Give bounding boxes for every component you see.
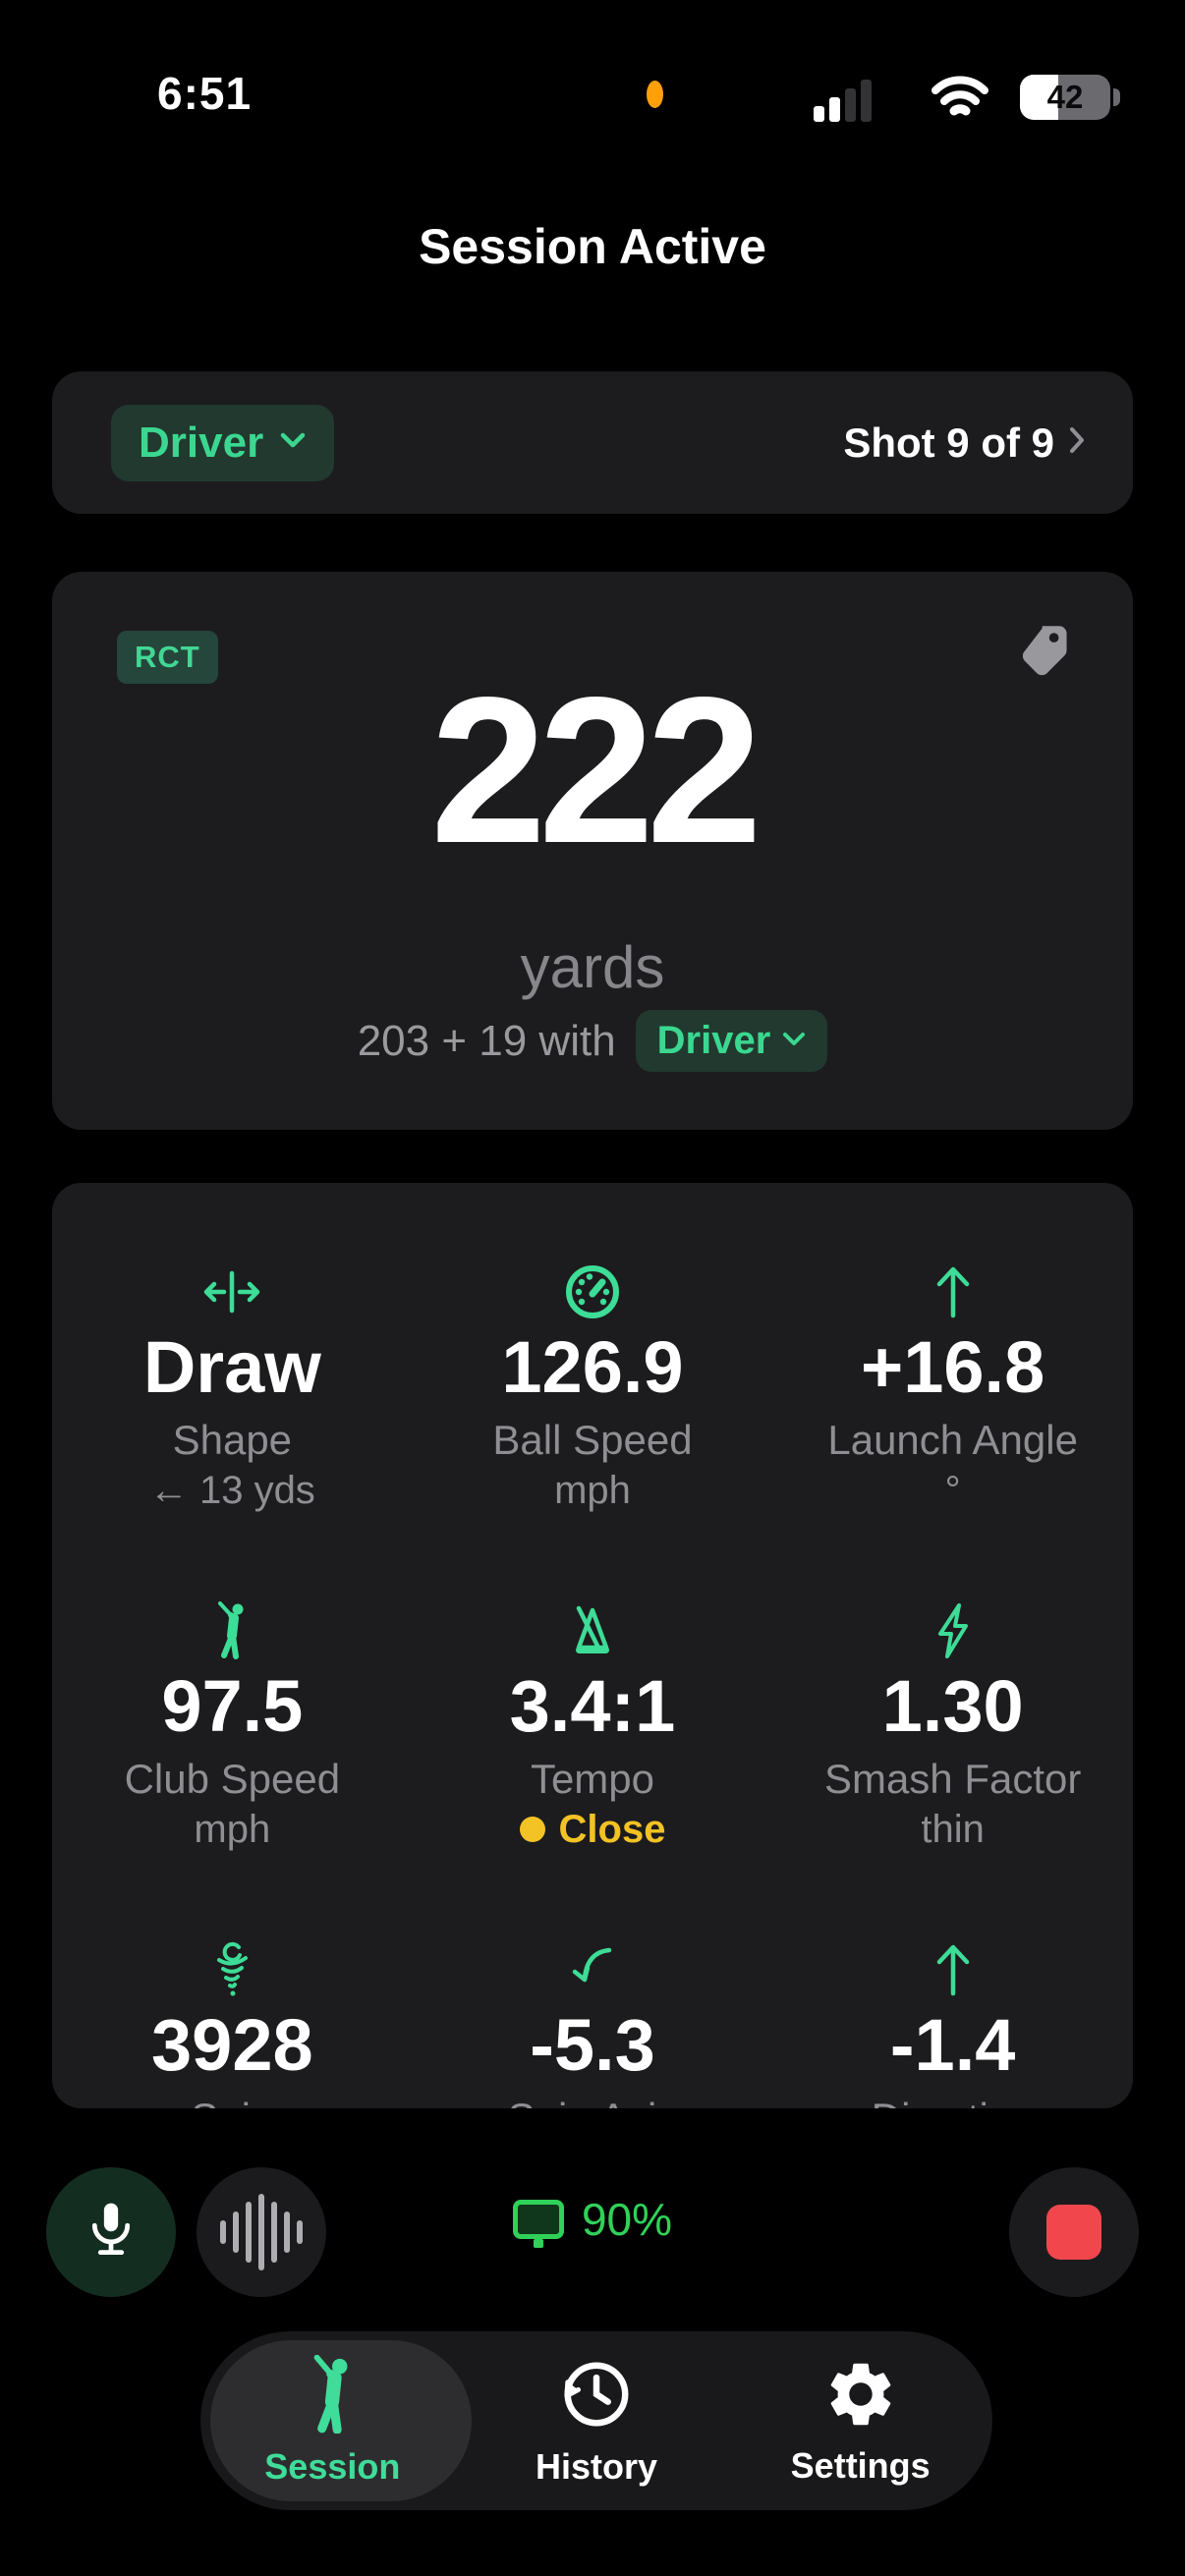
battery-nub (1113, 88, 1120, 106)
metric-label: Tempo (530, 1756, 655, 1802)
metric-spin-axis: -5.3 Spin Axis (413, 1940, 773, 2108)
status-time: 6:51 (157, 68, 253, 119)
tab-history-label: History (535, 2445, 658, 2487)
stop-icon (1046, 2205, 1101, 2260)
metric-sub: mph (194, 1808, 271, 1851)
gear-icon (822, 2356, 899, 2437)
metric-label: Shape (172, 1417, 293, 1463)
metric-sub: ° (944, 1469, 961, 1512)
lightning-icon (932, 1601, 974, 1660)
chevron-down-icon (782, 1032, 806, 1051)
metric-value: 3928 (151, 2004, 313, 2086)
tab-history[interactable]: History (465, 2331, 729, 2510)
shot-breakdown: 203 + 19 with Driver (52, 1010, 1133, 1072)
metric-shape: Draw Shape ← 13 yds (52, 1262, 413, 1601)
gauge-icon (564, 1262, 621, 1321)
arrow-up-icon (931, 1262, 975, 1321)
metric-label: Launch Angle (827, 1417, 1078, 1463)
carry-roll-text: 203 + 19 with (357, 1016, 616, 1065)
chevron-right-icon (1068, 424, 1086, 461)
club-dropdown-inline-label: Driver (656, 1019, 771, 1062)
metric-club-speed: 97.5 Club Speed mph (52, 1601, 413, 1940)
waveform-icon (220, 2194, 303, 2270)
club-dropdown-label: Driver (139, 418, 264, 467)
ball-type-badge: RCT (117, 631, 218, 684)
metric-status-badge: Close (519, 1808, 666, 1851)
shot-distance-unit: yards (520, 934, 665, 1000)
golfer-icon (302, 2354, 363, 2438)
metric-value: 97.5 (161, 1665, 304, 1747)
monitor-icon (512, 2200, 564, 2239)
metric-value: +16.8 (861, 1326, 1045, 1408)
device-battery-percent: 90% (581, 2194, 673, 2245)
tab-session[interactable]: Session (200, 2331, 465, 2510)
metric-value: 3.4:1 (509, 1665, 676, 1747)
wifi-icon (930, 75, 990, 125)
club-dropdown-inline[interactable]: Driver (635, 1010, 828, 1072)
club-dropdown[interactable]: Driver (111, 404, 335, 481)
tab-settings-label: Settings (790, 2444, 931, 2486)
metric-label: Ball Speed (492, 1417, 693, 1463)
tab-settings[interactable]: Settings (728, 2331, 992, 2510)
device-status: 90% (0, 2193, 1185, 2246)
metric-sub: ← 13 yds (148, 1469, 315, 1512)
shot-distance-value: 222 (430, 653, 762, 886)
metric-label: Spin (191, 2096, 273, 2109)
tornado-icon (206, 1940, 257, 1999)
metric-sub: Close (558, 1808, 666, 1851)
metric-launch-angle: +16.8 Launch Angle ° (772, 1262, 1133, 1601)
metric-label: Direction (872, 2096, 1035, 2109)
golfer-icon (208, 1601, 255, 1660)
metric-direction: -1.4 Direction (772, 1940, 1133, 2108)
shot-result-card: RCT 222 yards 203 + 19 with Driver (52, 572, 1133, 1130)
shot-counter-button[interactable]: Shot 9 of 9 (843, 420, 1086, 467)
tab-session-label: Session (264, 2445, 401, 2487)
metric-smash-factor: 1.30 Smash Factor thin (772, 1601, 1133, 1940)
microphone-icon (83, 2200, 140, 2266)
metric-value: -5.3 (530, 2004, 655, 2086)
metric-label: Spin Axis (508, 2096, 678, 2109)
battery-icon: 42 (1020, 75, 1110, 120)
metric-tempo: 3.4:1 Tempo Close (413, 1601, 773, 1940)
shot-selector-card: Driver Shot 9 of 9 (52, 371, 1133, 514)
shape-arrows-icon (200, 1262, 263, 1321)
tag-icon[interactable] (1019, 623, 1072, 683)
metric-value: -1.4 (889, 2004, 1016, 2086)
tab-bar: Session History Settings (200, 2331, 992, 2510)
mic-button[interactable] (46, 2167, 176, 2297)
arrow-up-icon (931, 1940, 975, 1999)
cell-signal-icon (814, 79, 872, 122)
chevron-down-icon (279, 431, 307, 454)
metric-sub: thin (921, 1808, 985, 1851)
metric-ball-speed: 126.9 Ball Speed mph (413, 1262, 773, 1601)
metric-spin: 3928 Spin (52, 1940, 413, 2108)
metric-value: 1.30 (881, 1665, 1024, 1747)
metric-value: 126.9 (501, 1326, 684, 1408)
metric-sub: mph (554, 1469, 631, 1512)
return-arrow-icon (568, 1940, 617, 1999)
metric-value: Draw (142, 1326, 321, 1408)
warning-dot-icon (519, 1817, 545, 1842)
page-title: Session Active (419, 219, 766, 274)
shot-counter-label: Shot 9 of 9 (843, 419, 1054, 466)
metrics-card: Draw Shape ← 13 yds 126.9 Ball Speed mph (52, 1183, 1133, 2108)
waveform-button[interactable] (197, 2167, 326, 2297)
metrics-grid: Draw Shape ← 13 yds 126.9 Ball Speed mph (52, 1183, 1133, 2108)
metric-label: Smash Factor (823, 1756, 1082, 1802)
recording-indicator-dot (647, 81, 663, 108)
stop-button[interactable] (1009, 2167, 1139, 2297)
metronome-icon (565, 1601, 620, 1660)
metric-label: Club Speed (124, 1756, 341, 1802)
history-clock-icon (556, 2355, 637, 2438)
battery-percent: 42 (1046, 79, 1084, 115)
